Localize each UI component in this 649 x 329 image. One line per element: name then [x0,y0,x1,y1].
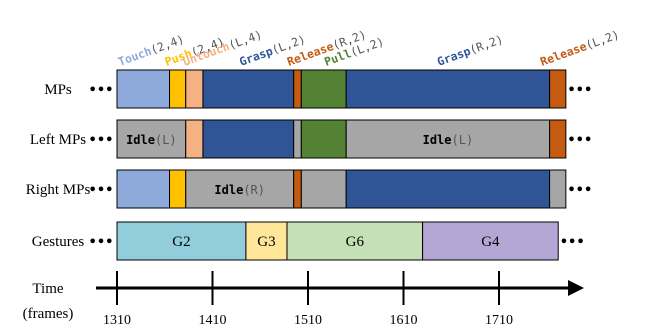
ellipsis-right: ••• [567,83,592,98]
tick-label: 1410 [199,313,227,328]
segment-label: Idle(R) [214,183,265,197]
segment-label-args: (L) [155,133,177,147]
row-label-right-mps: Right MPs [26,182,91,198]
segment [293,169,302,209]
segment-label-args: (L) [452,133,474,147]
segment [293,69,302,109]
ellipsis-left: ••• [89,235,114,250]
row-label-left-mps: Left MPs [30,132,86,148]
segment [116,221,247,261]
segment-label: G6 [346,234,365,250]
segment-label-name: G2 [172,234,190,250]
ellipsis-left: ••• [89,83,114,98]
segment [422,221,559,261]
primitive-labels: Touch(2,4)Push(2,4)Untouch(L,4)Grasp(L,2… [116,27,621,69]
row-left-mps: Left MPs ••• Idle(L) Idle(L) ••• [30,119,592,159]
segment-label-name: Idle [126,133,155,147]
segment [300,119,347,159]
time-axis-label-line2: (frames) [23,306,74,322]
primitive-args: (R,2) [468,32,505,57]
time-axis-ticks: 1310 1410 1510 1610 1710 [103,271,513,328]
segment-label-args: (R) [243,183,265,197]
segment-label: Idle(L) [423,133,474,147]
row-right-mps: Right MPs••• Idle(R) ••• [26,169,592,209]
segment-label-name: G3 [257,234,275,250]
time-axis: Time (frames) 1310 1410 1510 1610 1710 [23,271,584,328]
row-label-mps: MPs [44,82,72,98]
segment [245,221,288,261]
row-mps: MPs ••• ••• [44,69,592,109]
ellipsis-left: ••• [89,183,114,198]
segment [185,119,204,159]
timeline-rows: MPs ••• •••Left MPs ••• Idle(L) Idle(L) •••Rig… [26,69,592,261]
segment [169,169,187,209]
segment [116,119,187,159]
segment [202,119,295,159]
segment [286,221,424,261]
segment [345,169,551,209]
segment [345,119,551,159]
primitive-name: Touch [116,44,153,69]
segment [345,69,551,109]
primitive-args: (L,2) [584,27,621,52]
segment [300,169,347,209]
segment [185,169,295,209]
ellipsis-left: ••• [89,133,114,148]
segment [202,69,295,109]
segment [116,169,171,209]
segment-label: G3 [257,234,275,250]
segment-label-name: G4 [481,234,500,250]
tick-label: 1610 [390,313,418,328]
segment-label-name: Idle [214,183,243,197]
segment-label: G4 [481,234,500,250]
segment [293,119,302,159]
tick-label: 1510 [294,313,322,328]
segment [185,69,204,109]
ellipsis-right: ••• [560,235,585,250]
segment [549,69,567,109]
primitive-name: Release [538,39,588,69]
primitive-name: Grasp [435,44,472,69]
time-axis-label-line1: Time [32,281,63,297]
segment [300,69,347,109]
ellipsis-right: ••• [567,183,592,198]
primitive-label-grasp: Grasp(R,2) [435,32,505,69]
row-label-gestures: Gestures [32,234,85,250]
segment-label: G2 [172,234,190,250]
primitive-label-release: Release(L,2) [538,27,621,69]
tick-label: 1310 [103,313,131,328]
segment [116,69,171,109]
segment [169,69,187,109]
segment-label-name: G6 [346,234,365,250]
row-gestures: Gestures ••• G2 G3 G6 G4 ••• [32,221,585,261]
segment [549,119,567,159]
segment-label-name: Idle [423,133,452,147]
segment [549,169,567,209]
tick-label: 1710 [485,313,513,328]
ellipsis-right: ••• [567,133,592,148]
segment-label: Idle(L) [126,133,177,147]
time-axis-arrowhead [568,280,584,296]
